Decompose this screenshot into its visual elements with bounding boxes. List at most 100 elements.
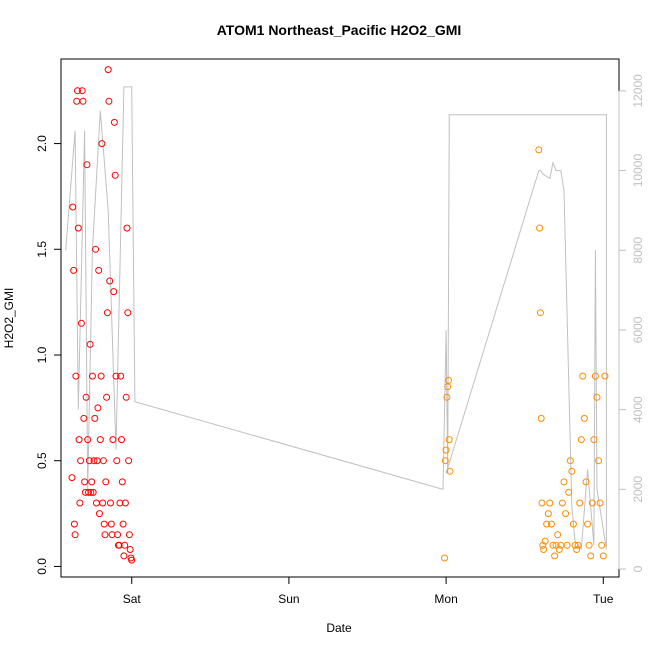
y2-tick-label: 8000	[631, 237, 645, 264]
y-tick-label: 1.5	[35, 241, 49, 258]
flight1-point	[104, 66, 112, 74]
flight1-point	[125, 531, 133, 539]
flight1-point	[68, 474, 76, 482]
flight1-point	[74, 224, 82, 232]
flight1-point	[102, 478, 110, 486]
flight2-point	[563, 541, 571, 549]
flight2-point	[442, 446, 450, 454]
flight2-point	[543, 520, 551, 528]
flight1-point	[99, 499, 107, 507]
y-tick-label: 2.0	[35, 135, 49, 152]
flight1-point	[119, 520, 127, 528]
altitude-line	[65, 86, 607, 551]
flight1-point	[81, 478, 89, 486]
flight1-point	[105, 97, 113, 105]
flight2-point	[540, 546, 548, 553]
flight2-point	[562, 510, 570, 518]
flight1-point	[120, 552, 128, 560]
flight1-point	[106, 277, 114, 285]
flight2-point	[544, 510, 552, 518]
flight2-point	[446, 467, 454, 475]
x-tick-label: Sun	[278, 592, 299, 606]
y2-tick-label: 2000	[631, 476, 645, 503]
flight1-point	[83, 161, 91, 169]
flight2-point	[582, 478, 590, 486]
flight2-point	[549, 541, 557, 549]
flight1-point	[118, 478, 126, 486]
x-tick-label: Tue	[593, 592, 614, 606]
flight2-point	[555, 546, 563, 553]
flight1-point	[71, 531, 79, 539]
flight2-point	[571, 541, 579, 549]
flight2-series	[441, 146, 609, 562]
flight2-point	[573, 546, 581, 553]
flight1-point	[112, 372, 120, 380]
y-axis-label: H2O2_GMI	[2, 288, 16, 349]
x-tick-label: Mon	[434, 592, 457, 606]
y2-tick-label: 12000	[631, 74, 645, 108]
flight2-point	[598, 541, 606, 549]
flight1-point	[110, 288, 118, 296]
flight1-point	[82, 393, 90, 401]
flight1-point	[97, 372, 105, 380]
flight2-point	[541, 537, 549, 545]
flight2-point	[579, 372, 587, 380]
flight1-point	[91, 414, 99, 422]
flight2-point	[536, 224, 544, 232]
y-axis: 0.0 0.5 1.0 1.5 2.0	[35, 135, 62, 575]
flight1-point	[77, 457, 85, 465]
flight1-point	[80, 414, 88, 422]
chart-title: ATOM1 Northeast_Pacific H2O2_GMI	[217, 22, 462, 38]
flight1-point	[84, 436, 92, 444]
flight2-point	[569, 520, 577, 528]
flight2-point	[539, 541, 547, 549]
flight1-point	[99, 457, 107, 465]
flight2-point	[565, 488, 573, 496]
flight1-point	[100, 520, 108, 528]
flight1-point	[103, 393, 111, 401]
flight2-point	[537, 414, 545, 422]
flight1-point	[117, 372, 125, 380]
flight1-point	[124, 309, 132, 317]
x-axis: Sat Sun Mon Tue	[123, 576, 614, 606]
flight2-point	[546, 499, 554, 507]
flight1-point	[96, 436, 104, 444]
flight2-point	[577, 436, 585, 444]
plot-box	[60, 58, 620, 578]
flight2-point	[538, 499, 546, 507]
flight1-point	[96, 510, 103, 518]
y2-tick-label: 0	[631, 565, 645, 572]
flight1-point	[85, 488, 92, 496]
flight2-point	[535, 146, 543, 154]
flight1-point	[70, 266, 78, 274]
flight1-point	[98, 140, 106, 148]
flight1-point	[69, 203, 77, 211]
flight1-point	[123, 224, 131, 232]
flight2-point	[560, 478, 568, 486]
flight1-point	[70, 520, 78, 528]
x-axis-label: Date	[326, 621, 352, 635]
y2-tick-label: 10000	[631, 154, 645, 188]
flight2-point	[536, 309, 544, 317]
flight1-point	[111, 171, 119, 179]
flight1-point	[94, 404, 102, 412]
flight1-point	[107, 520, 115, 528]
flight2-point	[443, 393, 451, 401]
flight2-point	[566, 457, 574, 465]
flight1-point	[128, 556, 136, 564]
x-tick-label: Sat	[123, 592, 142, 606]
flight2-point	[568, 467, 576, 475]
flight1-point	[85, 457, 93, 465]
altitude-series	[65, 86, 607, 551]
flight2-point	[441, 457, 449, 465]
flight2-point	[580, 414, 588, 422]
flight1-point	[79, 97, 87, 105]
flight2-point	[558, 499, 566, 507]
flight1-point	[77, 319, 85, 327]
flight1-point	[75, 436, 83, 444]
flight2-point	[591, 372, 599, 380]
flight1-series	[68, 66, 136, 564]
flight2-point	[584, 520, 592, 528]
flight2-point	[574, 541, 582, 549]
